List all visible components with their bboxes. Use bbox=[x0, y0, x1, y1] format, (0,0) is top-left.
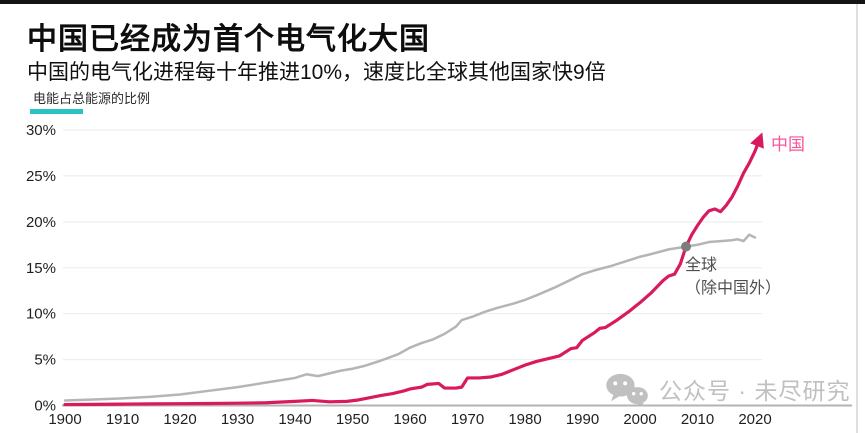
page-subtitle: 中国的电气化进程每十年推进10%，速度比全球其他国家快9倍 bbox=[27, 61, 606, 84]
x-tick-label: 1970 bbox=[451, 411, 484, 428]
series-label-world: 全球 （除中国外） bbox=[685, 254, 781, 300]
y-tick-label: 25% bbox=[26, 168, 56, 185]
x-tick-label: 2000 bbox=[623, 411, 656, 428]
y-tick-label: 0% bbox=[34, 398, 56, 415]
y-axis-unit-label: 电能占总能源的比例 bbox=[33, 91, 151, 106]
x-tick-label: 1910 bbox=[106, 411, 139, 428]
x-tick-label: 1960 bbox=[393, 411, 426, 428]
watermark-text: 公众号 · 未尽研究 bbox=[659, 378, 851, 404]
x-tick-label: 2020 bbox=[738, 411, 771, 428]
wechat-icon bbox=[606, 373, 648, 406]
series-line-china bbox=[63, 132, 764, 407]
y-tick-label: 10% bbox=[26, 306, 56, 323]
x-tick-label: 1940 bbox=[278, 411, 311, 428]
x-tick-label: 1950 bbox=[336, 411, 369, 428]
y-tick-label: 15% bbox=[26, 260, 56, 277]
accent-underline-bar bbox=[30, 109, 83, 114]
x-tick-label: 1920 bbox=[163, 411, 196, 428]
y-tick-label: 30% bbox=[26, 122, 56, 139]
crossover-dot bbox=[681, 241, 691, 252]
x-tick-label: 2010 bbox=[681, 411, 714, 428]
series-label-world-line1: 全球 bbox=[685, 257, 718, 274]
watermark: 公众号 · 未尽研究 bbox=[604, 372, 850, 406]
x-tick-label: 1900 bbox=[48, 411, 81, 428]
x-tick-label: 1930 bbox=[221, 411, 254, 428]
y-tick-label: 20% bbox=[26, 214, 56, 231]
series-label-china: 中国 bbox=[771, 135, 805, 154]
y-tick-label: 5% bbox=[34, 352, 56, 369]
page-title: 中国已经成为首个电气化大国 bbox=[27, 23, 430, 56]
x-tick-label: 1990 bbox=[566, 411, 599, 428]
right-edge-line bbox=[856, 4, 858, 433]
top-border-bar bbox=[0, 0, 865, 4]
series-label-world-line2: （除中国外） bbox=[685, 280, 782, 298]
x-tick-label: 1980 bbox=[508, 411, 541, 428]
